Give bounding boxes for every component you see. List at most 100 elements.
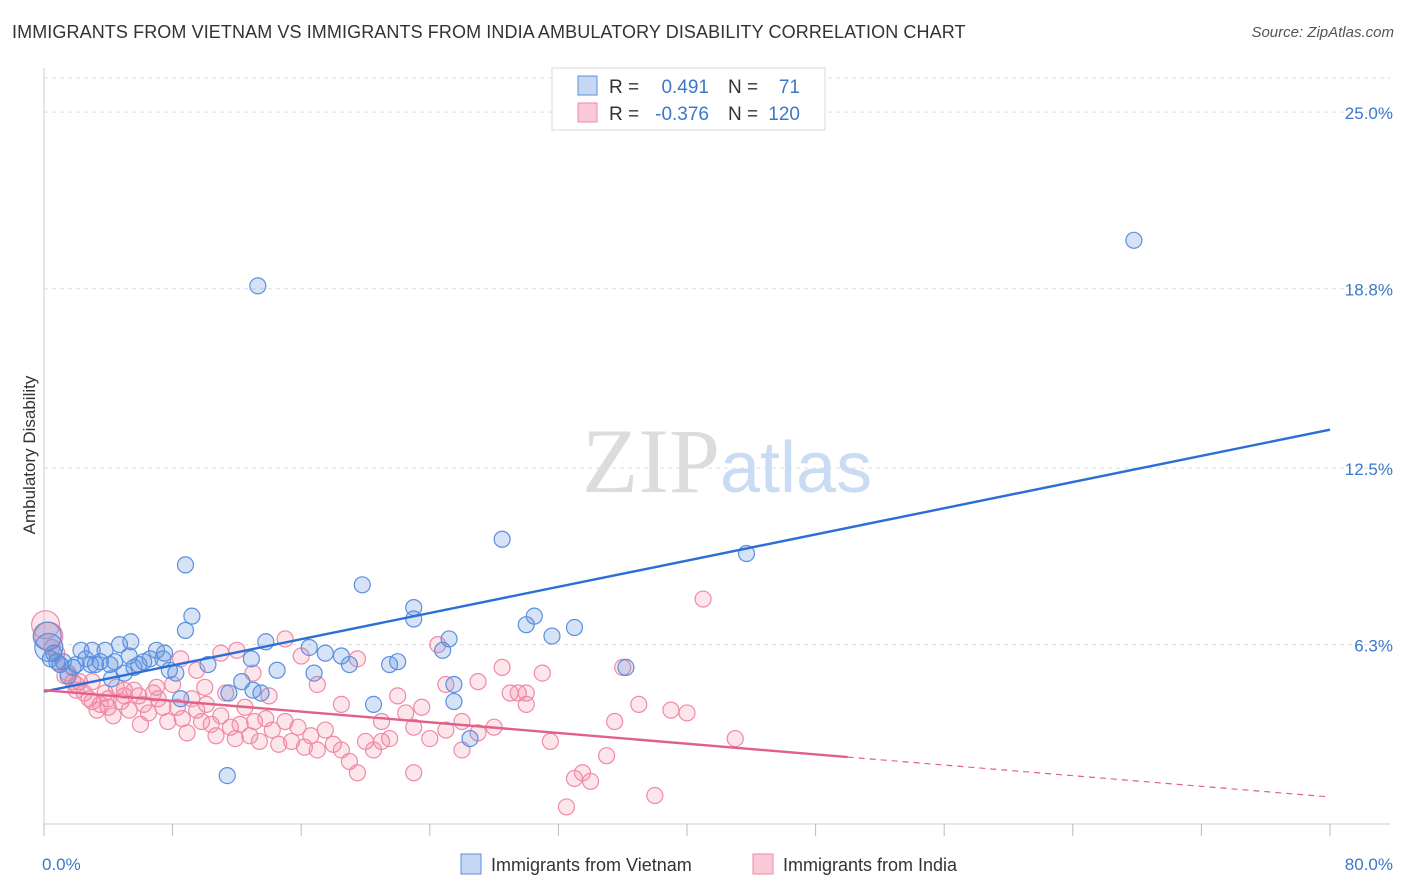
vietnam-point <box>405 599 423 617</box>
vietnam-point <box>176 556 195 574</box>
india-point <box>397 704 415 722</box>
vietnam-point <box>155 644 174 662</box>
india-point <box>372 732 391 751</box>
india-point <box>31 610 61 640</box>
india-point <box>178 724 196 742</box>
india-point <box>662 701 680 719</box>
india-point <box>678 704 696 722</box>
vietnam-point <box>300 638 318 657</box>
vietnam-point <box>183 607 201 625</box>
india-point <box>694 590 712 608</box>
india-point <box>598 747 616 765</box>
india-point <box>99 690 117 708</box>
vietnam-point <box>242 650 260 668</box>
india-point <box>212 707 230 725</box>
r-value-vietnam: 0.491 <box>661 77 709 98</box>
vietnam-point <box>101 655 119 674</box>
y-tick-label: 25.0% <box>1345 104 1393 123</box>
vietnam-point <box>32 621 62 651</box>
india-point <box>231 715 249 733</box>
india-point <box>557 798 576 816</box>
vietnam-point <box>364 695 383 714</box>
india-point <box>173 710 191 728</box>
vietnam-point <box>305 664 323 682</box>
india-swatch <box>577 102 598 123</box>
legend-india-swatch <box>752 853 774 875</box>
india-point <box>573 764 592 782</box>
vietnam-point <box>268 661 286 679</box>
n-label-india: N = <box>728 104 758 125</box>
india-point <box>405 718 423 736</box>
vietnam-point <box>1125 231 1143 249</box>
vietnam-point <box>249 277 267 295</box>
vietnam-point <box>176 621 195 639</box>
india-point <box>207 727 225 745</box>
vietnam-point <box>517 616 535 634</box>
vietnam-point <box>445 675 463 694</box>
watermark-zip: ZIP <box>582 410 720 512</box>
vietnam-point <box>353 576 371 594</box>
series-legend: Immigrants from Vietnam Immigrants from … <box>460 853 958 875</box>
watermark-atlas: atlas <box>720 428 872 508</box>
chart-title: IMMIGRANTS FROM VIETNAM VS IMMIGRANTS FR… <box>12 22 966 42</box>
vietnam-point <box>440 630 458 648</box>
india-point <box>270 735 288 753</box>
vietnam-point <box>381 655 399 674</box>
india-point <box>212 644 230 662</box>
india-point <box>159 712 177 731</box>
india-point <box>646 786 664 805</box>
india-point <box>316 721 334 739</box>
india-point <box>130 687 148 705</box>
vietnam-point <box>86 655 105 674</box>
india-point <box>196 678 214 696</box>
legend-india-label: Immigrants from India <box>783 855 958 875</box>
india-point <box>226 729 244 748</box>
grid-lines <box>44 77 1390 646</box>
vietnam-point <box>493 530 511 548</box>
india-point <box>389 687 407 705</box>
vietnam-trend-line <box>43 428 1331 693</box>
stats-legend: R = 0.491 N = 71 R = -0.376 N = 120 <box>551 67 826 131</box>
legend-vietnam-label: Immigrants from Vietnam <box>491 855 692 875</box>
india-point <box>289 718 307 736</box>
x-tick-label: 80.0% <box>1345 855 1393 874</box>
axes <box>43 68 1390 836</box>
vietnam-point <box>445 692 463 711</box>
vietnam-point <box>82 655 100 674</box>
source-label: Source: ZipAtlas.com <box>1251 24 1394 41</box>
india-point <box>606 712 624 731</box>
india-point <box>437 721 455 739</box>
y-axis-label: Ambulatory Disability <box>20 375 39 534</box>
india-point <box>541 732 559 751</box>
n-value-vietnam: 71 <box>779 77 800 98</box>
r-label-india: R = <box>609 104 639 125</box>
india-point <box>348 764 367 782</box>
trend-lines <box>43 428 1331 798</box>
vietnam-point <box>110 636 129 654</box>
vietnam-point <box>565 618 584 637</box>
y-tick-label: 6.3% <box>1354 637 1393 656</box>
india-point <box>120 701 138 719</box>
vietnam-point <box>252 684 270 702</box>
r-label-vietnam: R = <box>609 77 639 98</box>
india-point <box>726 729 744 748</box>
india-point <box>413 698 431 716</box>
vietnam-point <box>122 633 140 651</box>
india-point <box>263 721 281 739</box>
india-point <box>308 741 326 759</box>
vietnam-point <box>141 650 159 668</box>
india-point <box>493 658 511 676</box>
india-point <box>469 673 487 691</box>
vietnam-point <box>340 655 359 674</box>
vietnam-points <box>32 231 1143 785</box>
tick-labels: 6.3% 12.5% 18.8% 25.0% 0.0% 80.0% <box>42 104 1393 874</box>
vietnam-point <box>172 690 190 708</box>
india-point <box>302 727 320 745</box>
y-tick-label: 18.8% <box>1345 281 1393 300</box>
india-trend-line <box>43 688 848 759</box>
vietnam-point <box>543 627 561 645</box>
india-point <box>517 684 535 702</box>
india-point <box>372 712 391 731</box>
r-value-india: -0.376 <box>655 104 709 125</box>
